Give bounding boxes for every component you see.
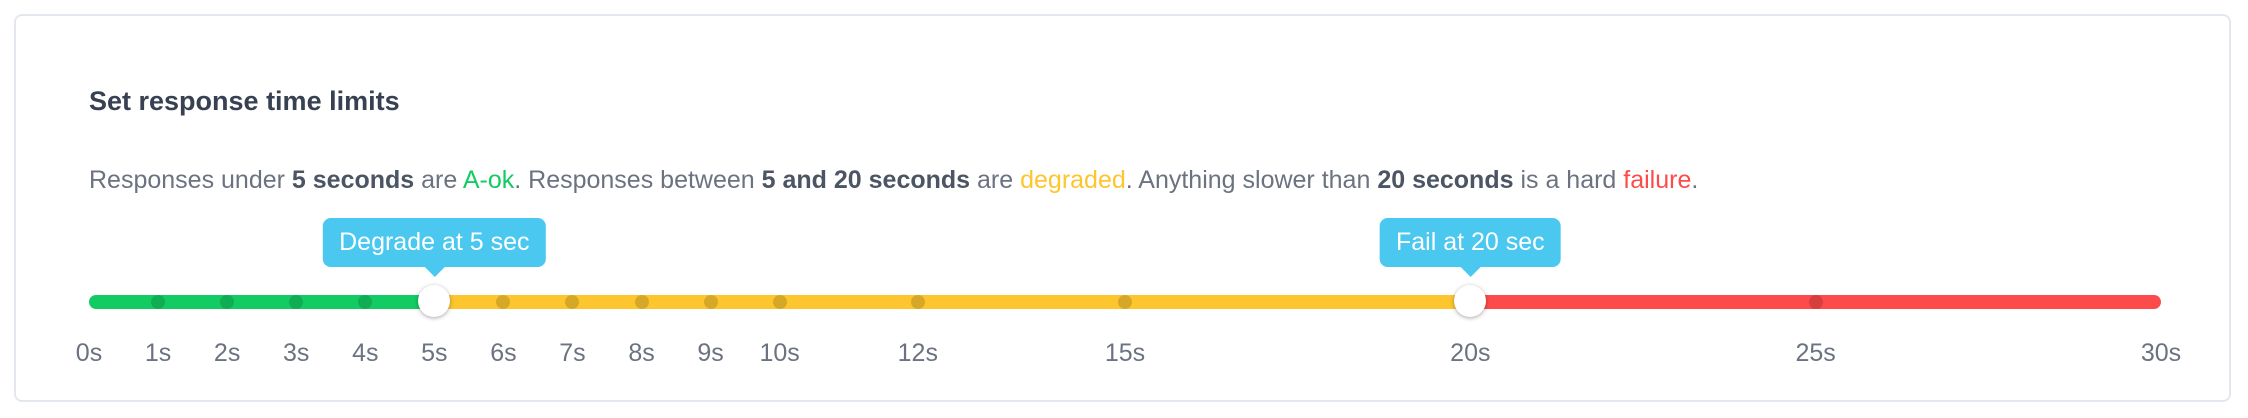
tick-dot: [289, 295, 304, 309]
tick-label: 3s: [282, 339, 310, 367]
desc-bold: 5 seconds: [291, 166, 415, 194]
card-title: Set response time limits: [89, 86, 400, 116]
ok-text: A-ok: [462, 166, 515, 194]
tick-label: 8s: [628, 339, 655, 367]
desc-text: is a hard: [1513, 166, 1624, 194]
tick-label: 1s: [144, 339, 172, 367]
tick-label: 15s: [1104, 339, 1146, 367]
desc-bold: 20 seconds: [1377, 166, 1514, 194]
description: Responses under 5 seconds are A-ok. Resp…: [89, 166, 1698, 195]
desc-text: . Responses between: [514, 166, 762, 194]
tick-dot: [703, 295, 718, 309]
tick-dot: [496, 295, 511, 309]
tick-label: 20s: [1450, 339, 1491, 367]
tick-label: 7s: [559, 339, 586, 367]
desc-text: .: [1691, 166, 1699, 194]
tick-label: 0s: [75, 339, 103, 367]
desc-text: . Anything slower than: [1125, 166, 1378, 194]
ok-segment: [89, 295, 435, 309]
desc-text: Responses under: [89, 166, 292, 194]
tick-dot: [358, 295, 373, 309]
desc-text: are: [970, 166, 1021, 194]
tick-dot: [910, 295, 925, 309]
tick-label: 10s: [759, 339, 800, 367]
tick-dot: [220, 295, 235, 309]
degrade-handle[interactable]: [418, 285, 451, 317]
tick-label: 4s: [352, 339, 379, 367]
tick-label: 6s: [490, 339, 517, 367]
fail-handle[interactable]: [1454, 285, 1487, 317]
desc-bold: 5 and 20 seconds: [761, 166, 971, 194]
tick-label: 25s: [1795, 339, 1836, 367]
tick-dot: [634, 295, 649, 309]
tick-dot: [1808, 295, 1823, 309]
fail-tooltip: Fail at 20 sec: [1379, 218, 1561, 277]
degraded-text: degraded: [1020, 166, 1126, 194]
tick-dot: [1118, 295, 1132, 309]
tick-label: 5s: [421, 339, 448, 367]
degraded-segment: [434, 295, 1471, 309]
tick-label: 30s: [2140, 339, 2182, 367]
tick-label: 2s: [213, 339, 241, 367]
response-time-card: Set response time limits Responses under…: [14, 14, 2231, 402]
failure-text: failure: [1623, 166, 1692, 194]
response-time-slider[interactable]: Degrade at 5 sec Fail at 20 sec 0s 1s 2s 3s…: [76, 218, 2181, 367]
desc-text: are: [414, 166, 463, 194]
tick-label: 9s: [697, 339, 724, 367]
degrade-tooltip: Degrade at 5 sec: [323, 218, 546, 277]
failure-segment: [1470, 295, 2161, 309]
tick-dot: [772, 295, 787, 309]
tick-dot: [151, 295, 166, 309]
tick-dot: [565, 295, 580, 309]
tick-label: 12s: [897, 339, 938, 367]
